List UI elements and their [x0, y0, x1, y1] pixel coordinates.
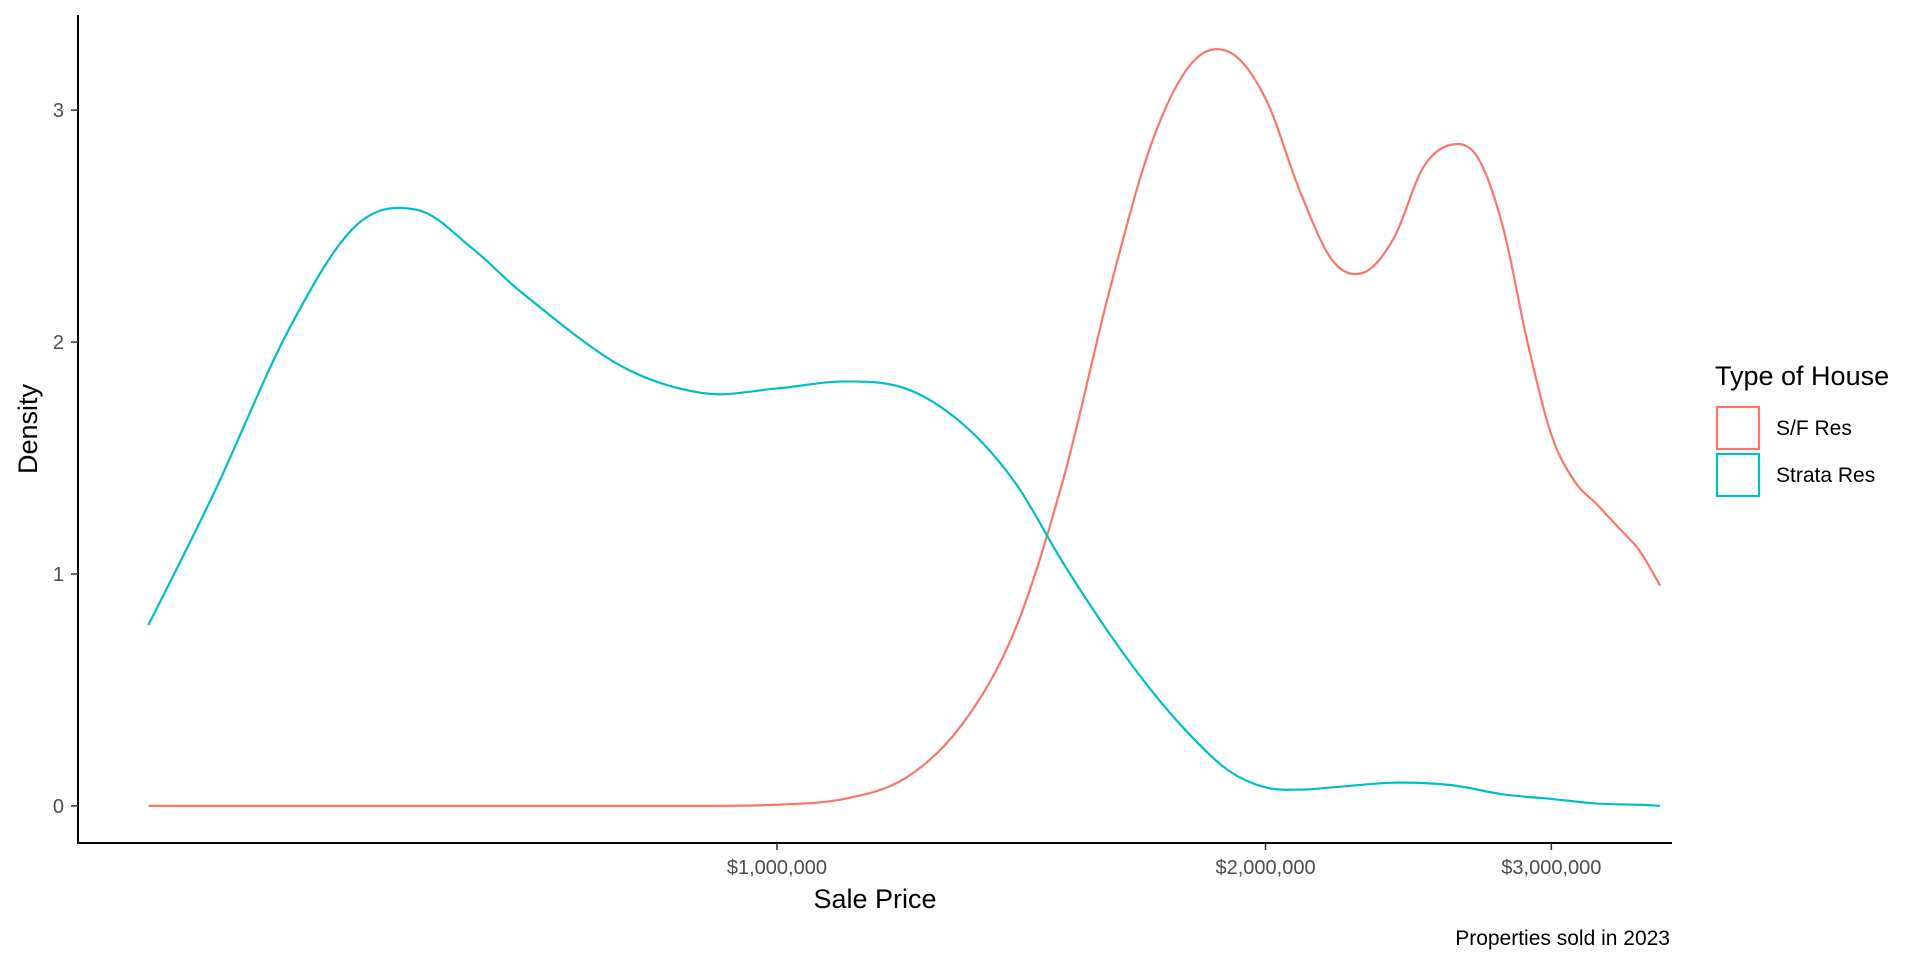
y-tick-label: 0	[53, 796, 64, 818]
legend-key	[1715, 405, 1761, 451]
legend-label: S/F Res	[1776, 417, 1852, 440]
density-line-s-f-res	[148, 48, 1661, 808]
y-ticks: 0 1 2 3	[53, 100, 78, 818]
legend-label: Strata Res	[1776, 464, 1875, 487]
x-axis-title: Sale Price	[813, 884, 936, 914]
series-layer	[147, 48, 1661, 808]
caption: Properties sold in 2023	[1455, 927, 1670, 950]
density-line-strata-res	[147, 206, 1661, 807]
x-tick-label: $3,000,000	[1501, 857, 1601, 879]
legend: Type of House S/F Res Strata Res	[1715, 361, 1889, 498]
y-tick-label: 3	[53, 100, 64, 122]
legend-entries: S/F Res Strata Res	[1715, 405, 1875, 498]
legend-title: Type of House	[1715, 361, 1889, 391]
y-tick-label: 1	[53, 564, 64, 586]
x-tick-label: $2,000,000	[1215, 857, 1315, 879]
x-ticks: $1,000,000 $2,000,000 $3,000,000	[727, 843, 1601, 879]
x-tick-label: $1,000,000	[727, 857, 827, 879]
axes-layer	[77, 15, 1672, 844]
y-tick-label: 2	[53, 332, 64, 354]
y-axis-title: Density	[13, 383, 43, 474]
legend-key	[1715, 452, 1761, 498]
